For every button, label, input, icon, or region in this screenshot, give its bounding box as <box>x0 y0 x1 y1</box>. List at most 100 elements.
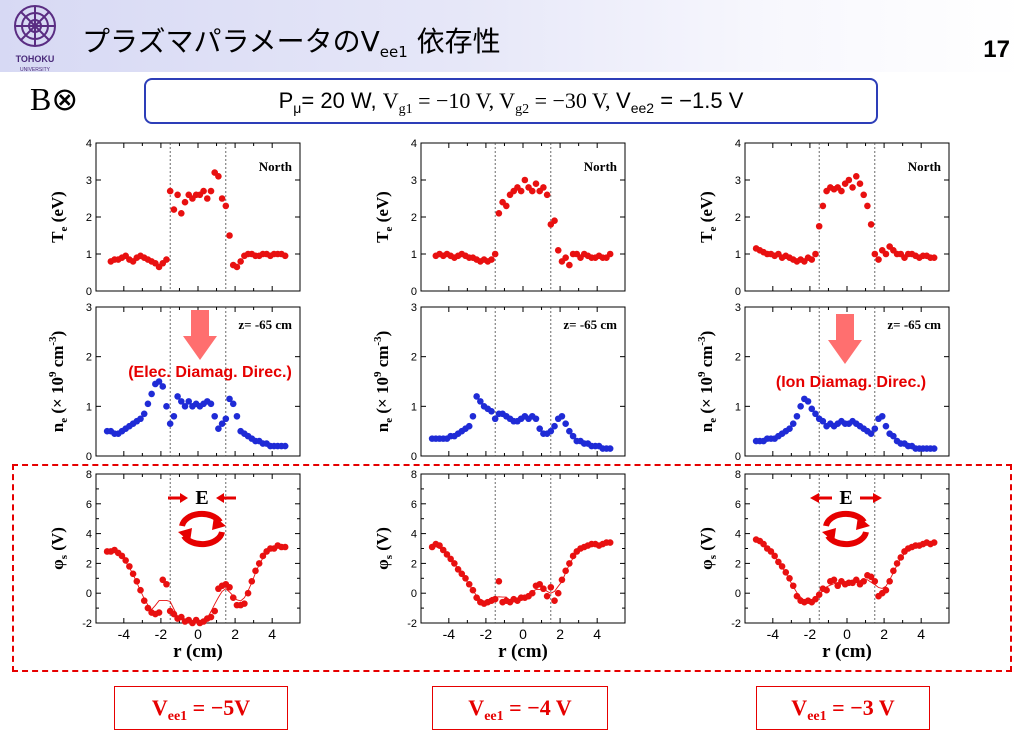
data-point <box>178 398 185 405</box>
data-point <box>547 583 555 591</box>
rotation-icon <box>822 510 870 548</box>
e-arrow-head <box>216 493 224 503</box>
y-tick-label: 0 <box>86 588 92 600</box>
x-tick-label: 2 <box>880 626 888 642</box>
y-tick-label: 6 <box>86 499 92 511</box>
title-main: プラズマパラメータのV <box>82 25 380 58</box>
y-tick-label: 4 <box>735 138 741 150</box>
data-point <box>488 408 495 415</box>
plot-Te-2: 0 1 2 3 4 Te (eV) North <box>373 138 626 298</box>
data-point <box>793 592 801 600</box>
z-position-label: z= -65 cm <box>887 317 941 332</box>
elec-diamag-label: (Elec. Diamag. Direc.) <box>128 364 292 381</box>
data-point <box>558 412 566 420</box>
data-point <box>178 210 185 217</box>
y-tick-label: 8 <box>735 469 741 481</box>
data-point <box>864 202 871 210</box>
data-point <box>558 576 566 584</box>
arrow-shape <box>183 310 217 360</box>
data-point <box>233 263 241 271</box>
y-tick-label: 1 <box>735 249 741 261</box>
data-point <box>170 206 178 213</box>
arrow-shape <box>828 314 862 364</box>
potential-highlight-box <box>12 464 1012 672</box>
y-tick-label: 4 <box>411 138 417 150</box>
data-point <box>812 410 819 418</box>
plot-Te-1: 0 1 2 3 4 Te (eV) North <box>48 138 301 298</box>
fit-line <box>107 546 286 622</box>
x-tick-label: 0 <box>194 626 202 642</box>
x-tick-label: -4 <box>118 626 131 642</box>
y-axis-label: φs (V) <box>48 527 70 570</box>
data-point <box>606 445 614 452</box>
data-point <box>838 187 845 195</box>
data-point <box>871 250 879 258</box>
data-point <box>606 250 614 258</box>
data-point <box>551 217 558 224</box>
data-point <box>882 422 890 430</box>
data-point <box>532 415 540 423</box>
data-point <box>543 191 551 199</box>
y-tick-label: 2 <box>735 352 741 364</box>
vee1-label-3: Vee1 = −3 V <box>756 686 930 730</box>
data-point <box>207 613 215 621</box>
data-point <box>252 567 259 575</box>
vee1-label-2: Vee1 = −4 V <box>432 686 608 730</box>
data-point <box>554 247 562 254</box>
data-point <box>229 594 237 601</box>
data-point <box>200 187 207 195</box>
data-point <box>144 400 152 408</box>
data-point <box>462 575 469 582</box>
data-point <box>815 222 823 230</box>
data-point <box>203 195 211 202</box>
data-point <box>218 420 226 428</box>
y-tick-label: 8 <box>86 469 92 481</box>
data-point <box>782 569 790 576</box>
data-point <box>170 610 178 618</box>
data-point <box>126 563 133 570</box>
data-point <box>473 594 480 601</box>
data-point <box>215 173 222 180</box>
data-point <box>882 250 890 258</box>
data-point <box>562 567 569 575</box>
data-point <box>812 595 819 603</box>
y-axis-label: Te (eV) <box>373 191 395 243</box>
ion-diamag-arrow-icon <box>828 314 862 364</box>
data-point <box>495 577 503 585</box>
y-tick-label: 2 <box>411 558 417 570</box>
e-field-label: E <box>195 487 208 509</box>
data-point <box>465 422 473 430</box>
data-point <box>281 442 289 450</box>
data-point <box>222 202 230 210</box>
data-point <box>893 560 901 567</box>
y-tick-label: -2 <box>407 618 417 630</box>
y-axis-label: ne (× 109 cm-3) <box>47 331 70 433</box>
y-tick-label: 0 <box>86 451 92 463</box>
e-field-symbol-1: E <box>168 487 236 548</box>
data-point <box>174 393 181 400</box>
data-point <box>133 577 141 585</box>
data-point <box>443 551 451 558</box>
y-tick-label: 3 <box>735 302 741 314</box>
y-tick-label: 0 <box>735 286 741 298</box>
data-point <box>451 560 458 567</box>
data-point <box>218 195 226 202</box>
data-point <box>532 180 540 187</box>
rotation-head-bottom <box>822 528 836 542</box>
data-point <box>562 254 569 261</box>
e-field-label: E <box>839 487 852 509</box>
y-tick-label: 4 <box>735 529 741 541</box>
y-tick-label: 4 <box>86 138 92 150</box>
y-tick-label: 2 <box>86 352 92 364</box>
y-tick-label: 1 <box>735 401 741 413</box>
data-point <box>211 412 218 420</box>
y-tick-label: 1 <box>86 401 92 413</box>
y-tick-label: 6 <box>735 499 741 511</box>
data-point <box>860 577 867 585</box>
data-point <box>178 613 185 621</box>
y-tick-label: 2 <box>86 558 92 570</box>
data-point <box>566 427 573 435</box>
plot-Te-3: 0 1 2 3 4 Te (eV) North <box>697 138 950 298</box>
data-point <box>808 256 816 263</box>
y-tick-label: -2 <box>731 618 741 630</box>
